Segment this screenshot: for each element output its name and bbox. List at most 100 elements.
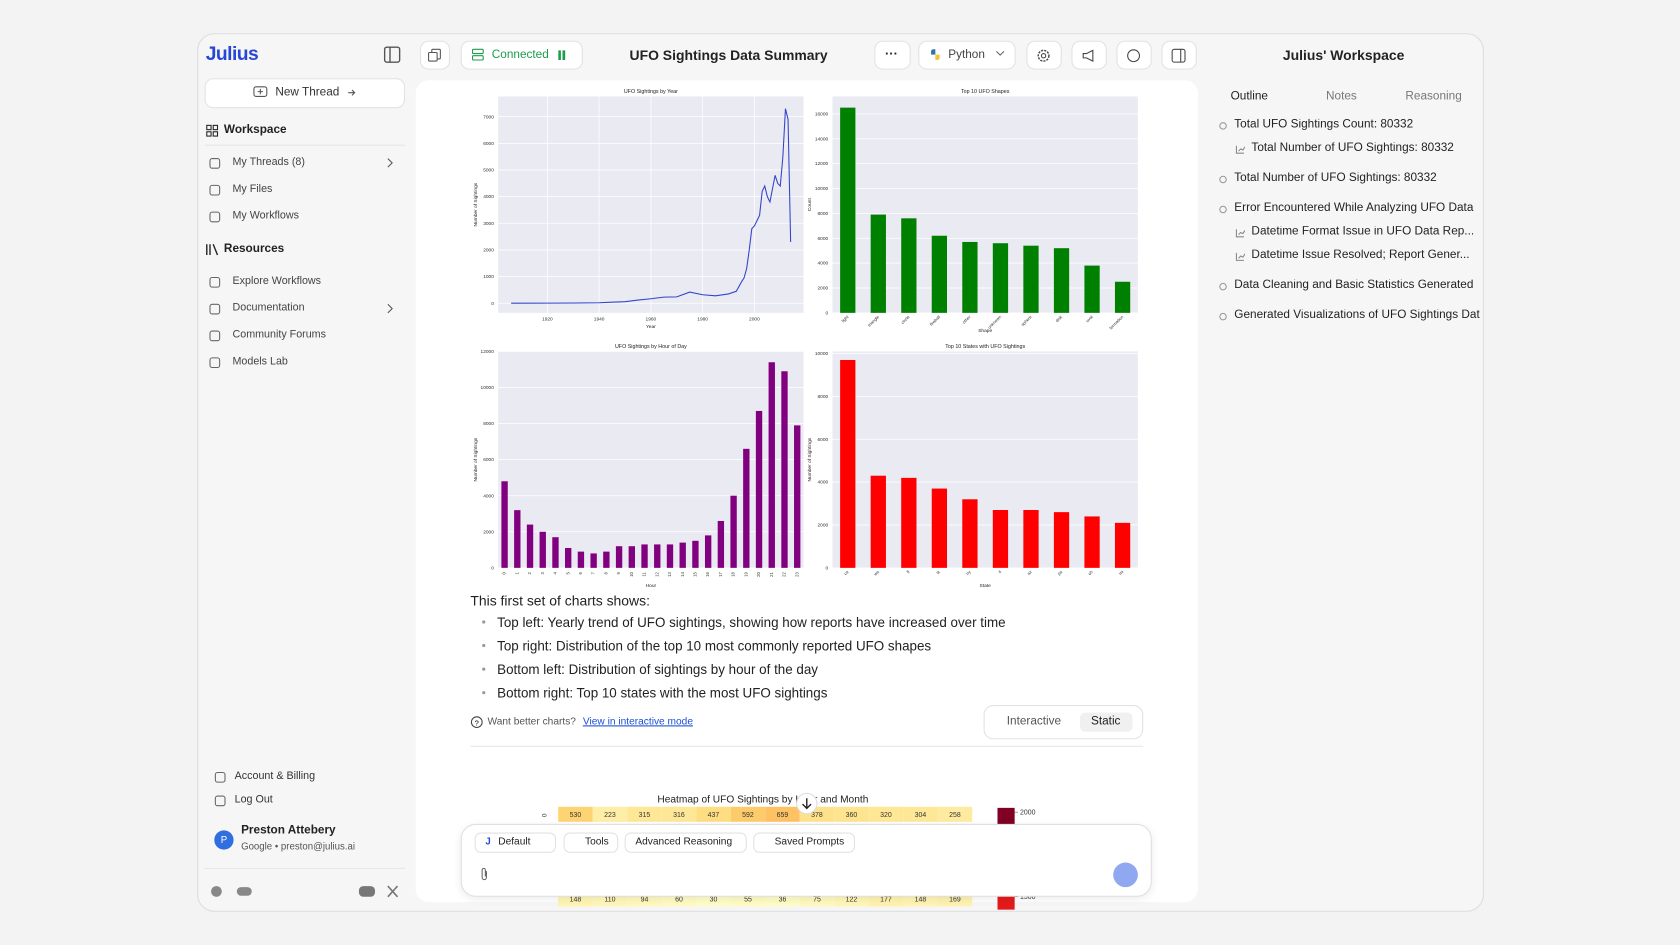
bar <box>717 520 725 568</box>
x-tick-label: mi <box>1118 569 1125 576</box>
account-item[interactable]: Account & Billing <box>234 770 316 783</box>
account-icon <box>214 795 226 807</box>
x-tick-label: circle <box>900 314 911 325</box>
outline-icon <box>1219 175 1227 184</box>
bar <box>768 362 775 568</box>
icon-shape <box>1219 122 1227 130</box>
y-axis-label: Number of Sightings <box>473 437 479 481</box>
panel-button[interactable] <box>1161 40 1197 70</box>
x-tick-label: 1980 <box>697 316 708 322</box>
tab[interactable]: Reasoning <box>1405 90 1462 103</box>
bar <box>755 410 763 568</box>
x-tick-label: 1 <box>514 572 519 575</box>
line <box>511 108 792 304</box>
outline-item[interactable]: Datetime Issue Resolved; Report Gener... <box>1251 249 1470 262</box>
mode-active-bg <box>1080 712 1133 732</box>
bar <box>501 481 508 568</box>
bar <box>1023 510 1039 568</box>
bottom-icons[interactable] <box>209 883 402 900</box>
y-tick-label: 4000 <box>483 194 494 200</box>
send-button[interactable] <box>1113 862 1138 888</box>
new-thread-button[interactable] <box>204 78 406 109</box>
resources-icon <box>206 244 219 256</box>
bar <box>514 510 521 568</box>
interactive-link[interactable]: View in interactive mode <box>582 715 693 728</box>
more-button[interactable] <box>874 40 911 70</box>
nav-item[interactable]: Models Lab <box>232 355 288 368</box>
nav-item[interactable]: Explore Workflows <box>232 275 322 288</box>
x-tick-label: unknown <box>987 314 1003 330</box>
colorbar-label: 2000 <box>1020 809 1036 816</box>
nav-item[interactable]: My Threads (8) <box>232 156 305 169</box>
bar <box>666 544 674 568</box>
chart-title: Top 10 UFO Shapes <box>961 89 1010 95</box>
bar <box>1023 245 1039 313</box>
heatmap-cell <box>696 806 731 822</box>
threads-chevron[interactable] <box>386 158 395 169</box>
y-axis-label: Number of Sightings <box>807 437 813 481</box>
outline-item[interactable]: Generated Visualizations of UFO Sighting… <box>1234 309 1480 322</box>
copy-button[interactable] <box>420 40 451 70</box>
outline-item[interactable]: Datetime Format Issue in UFO Data Rep... <box>1251 226 1475 238</box>
settings-button[interactable] <box>1026 40 1062 70</box>
outline-item[interactable]: Total UFO Sightings Count: 80332 <box>1234 118 1414 131</box>
x-tick-label: 3 <box>540 572 545 575</box>
account-item[interactable]: Log Out <box>234 793 273 806</box>
composer-button[interactable] <box>563 832 619 853</box>
mode-option[interactable]: Static <box>1090 714 1121 728</box>
announce-button[interactable] <box>1071 40 1107 70</box>
y-tick-label: 12000 <box>815 161 829 167</box>
connection-pill[interactable] <box>460 40 583 70</box>
icon-shape <box>209 276 221 288</box>
x-tick-label: tx <box>935 569 941 575</box>
heatmap-value: 530 <box>570 812 582 819</box>
icon-shape <box>1235 145 1246 154</box>
outline-item[interactable]: Error Encountered While Analyzing UFO Da… <box>1234 202 1474 215</box>
x-tick-label: 0 <box>502 572 507 575</box>
x-tick-label: 1940 <box>594 316 605 322</box>
outline-item[interactable]: Total Number of UFO Sightings: 80332 <box>1234 172 1437 185</box>
workspace-heading: Workspace <box>223 123 287 137</box>
chart-title: Top 10 States with UFO Sightings <box>945 344 1025 350</box>
y-tick-label: 10000 <box>815 351 829 357</box>
docs-chevron[interactable] <box>386 303 395 314</box>
x-tick-label: 23 <box>794 572 799 577</box>
outline-item[interactable]: Data Cleaning and Basic Statistics Gener… <box>1234 279 1474 292</box>
y-tick-label: 10000 <box>815 186 829 192</box>
bar <box>840 107 856 313</box>
model-pill[interactable] <box>474 832 557 853</box>
x-tick-label: 5 <box>565 572 570 575</box>
nav-item[interactable]: My Workflows <box>232 210 299 222</box>
bar <box>1053 512 1070 568</box>
logo[interactable]: Julius <box>205 42 259 65</box>
x-tick-label: 4 <box>553 572 558 575</box>
composer-button[interactable] <box>753 832 856 853</box>
mode-option[interactable]: Interactive <box>1006 714 1062 728</box>
heatmap-value: 75 <box>813 897 821 904</box>
outline-item[interactable]: Total Number of UFO Sightings: 80332 <box>1251 142 1454 155</box>
workspace-title: Julius' Workspace <box>1282 47 1405 64</box>
bar <box>931 488 948 568</box>
x-tick-label: wa <box>873 569 881 577</box>
y-tick-label: 2000 <box>483 529 494 535</box>
y-tick-label: 7000 <box>483 114 494 120</box>
tab[interactable]: Outline <box>1230 90 1268 103</box>
nav-item[interactable]: Documentation <box>232 302 305 314</box>
scroll-down-button[interactable] <box>796 792 818 815</box>
bullet-dot <box>482 643 486 648</box>
new-thread-label: New Thread <box>275 85 340 99</box>
feedback-button[interactable] <box>1116 40 1152 70</box>
bar <box>1114 281 1131 313</box>
icon-shape <box>209 357 221 369</box>
bar <box>794 425 801 568</box>
connection-status: Connected <box>491 48 549 62</box>
composer-button[interactable] <box>624 832 747 853</box>
tab[interactable]: Notes <box>1326 90 1357 103</box>
collapse-icon[interactable] <box>383 46 401 63</box>
composer-button-label: Saved Prompts <box>774 835 845 848</box>
heatmap-cell <box>730 806 766 822</box>
nav-item[interactable]: My Files <box>232 183 273 196</box>
nav-item[interactable]: Community Forums <box>232 328 326 341</box>
y-tick-label: 10000 <box>481 385 495 391</box>
attach-icon[interactable] <box>479 867 490 882</box>
